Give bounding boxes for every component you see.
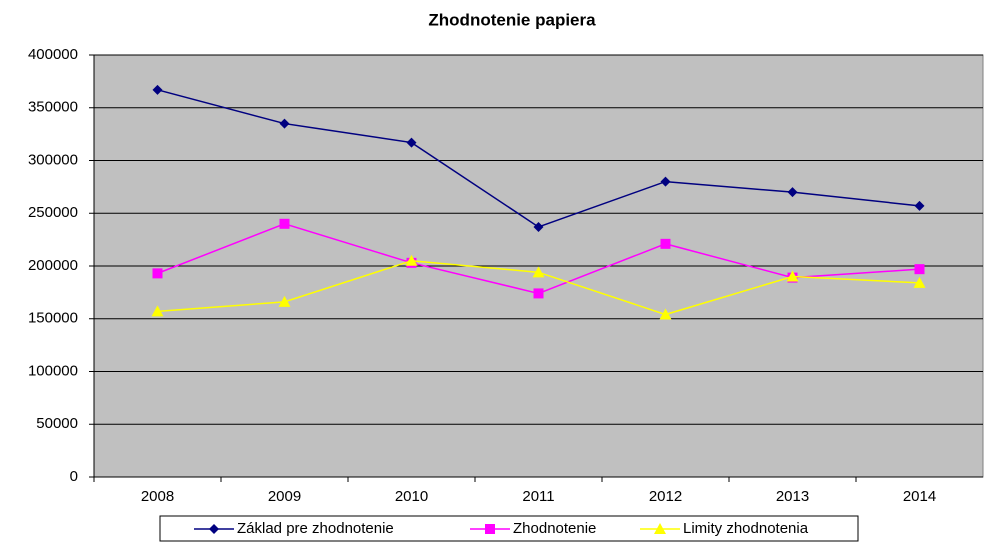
y-tick-label: 150000 <box>28 310 78 327</box>
marker <box>787 187 798 198</box>
y-tick-label: 100000 <box>28 362 78 379</box>
marker <box>279 118 290 129</box>
chart-title: Zhodnotenie papiera <box>428 10 596 29</box>
marker <box>152 268 163 279</box>
marker <box>209 524 219 534</box>
y-tick-label: 250000 <box>28 204 78 221</box>
marker <box>532 266 545 278</box>
marker <box>405 254 418 266</box>
marker <box>533 221 544 232</box>
y-tick-label: 200000 <box>28 257 78 274</box>
marker <box>660 238 671 249</box>
x-tick-label: 2012 <box>649 488 682 505</box>
legend-label: Zhodnotenie <box>513 520 596 537</box>
marker <box>485 524 495 534</box>
marker <box>660 176 671 187</box>
y-tick-label: 350000 <box>28 99 78 116</box>
y-tick-label: 300000 <box>28 151 78 168</box>
marker <box>659 308 672 320</box>
legend-label: Základ pre zhodnotenie <box>237 520 394 537</box>
marker <box>278 295 291 307</box>
marker <box>914 264 925 275</box>
marker <box>279 218 290 229</box>
legend: Základ pre zhodnotenie Zhodnotenie Limity … <box>159 515 859 542</box>
x-tick-label: 2014 <box>903 488 936 505</box>
marker <box>913 276 926 288</box>
y-tick-label: 50000 <box>36 415 78 432</box>
y-tick-label: 0 <box>70 468 78 485</box>
marker <box>914 200 925 211</box>
marker <box>786 270 799 282</box>
y-tick-label: 400000 <box>28 46 78 63</box>
x-tick-label: 2013 <box>776 488 809 505</box>
x-tick-label: 2009 <box>268 488 301 505</box>
x-tick-label: 2011 <box>522 488 554 505</box>
marker <box>406 137 417 148</box>
x-tick-label: 2010 <box>395 488 428 505</box>
marker <box>152 84 163 95</box>
marker <box>533 288 544 299</box>
x-tick-label: 2008 <box>141 488 174 505</box>
legend-label: Limity zhodnotenia <box>683 520 809 537</box>
marker <box>151 305 164 317</box>
marker <box>654 523 666 534</box>
